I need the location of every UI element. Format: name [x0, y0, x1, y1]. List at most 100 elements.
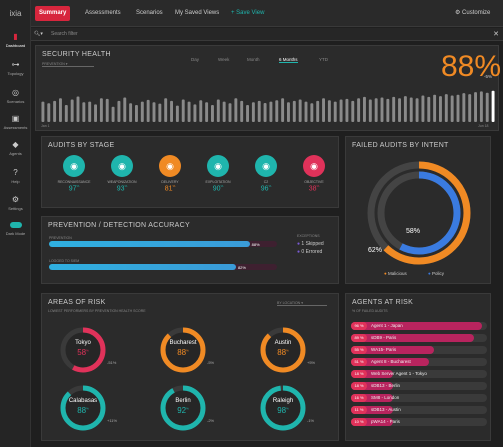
range-6-months[interactable]: 6 Months: [279, 57, 298, 63]
trend-bar: [94, 104, 97, 122]
siem-bar: [49, 264, 236, 270]
risk-gauge[interactable]: Bucharest 88% -5%: [149, 322, 233, 378]
location-dropdown[interactable]: BY LOCATION ▾: [277, 301, 327, 306]
health-score: 88%: [441, 50, 502, 83]
agent-row[interactable]: 55 % WA15- Paris: [351, 346, 487, 354]
agents-icon: ◆: [12, 140, 19, 149]
range-month[interactable]: Month: [247, 57, 260, 62]
health-filter-dropdown[interactable]: PREVENTION ▾: [42, 62, 94, 67]
trend-bar: [398, 98, 401, 122]
trend-bar: [140, 101, 144, 122]
security-health-panel: SECURITY HEALTH PREVENTION ▾ Day Week Mo…: [35, 45, 502, 131]
trend-bar: [275, 100, 279, 122]
agents-title: AGENTS AT RISK: [352, 299, 414, 306]
audit-stage[interactable]: ◉ EXPLOITATION 90%: [200, 155, 236, 192]
gauge-ring: [260, 327, 306, 373]
agent-row[interactable]: 10 % pWA14 - Paris: [351, 418, 487, 426]
agent-name: SM8 - London: [371, 395, 400, 400]
failed-audits-panel: FAILED AUDITS BY INTENT 58% 62% ● Malici…: [345, 136, 491, 284]
sidebar: ixia ▮ Dashboard ⊶ Topology ◎ Scenarios ▣ As…: [0, 0, 31, 447]
agent-pct-badge: 10 %: [351, 418, 367, 426]
range-ytd[interactable]: YTD: [319, 57, 328, 62]
stage-label: OBJECTIVE: [304, 180, 324, 184]
agent-track: [351, 394, 487, 402]
agent-row[interactable]: 96 % Agent 1 - Japan: [351, 322, 487, 330]
stage-value: 96%: [260, 184, 272, 193]
skipped-count: ● 1 Skipped: [297, 241, 324, 247]
trend-bar: [135, 105, 138, 122]
trend-bar: [234, 98, 238, 122]
trend-bar: [222, 101, 226, 122]
agent-track: [351, 370, 487, 378]
sidebar-item-scenarios[interactable]: ◎ Scenarios: [6, 88, 25, 104]
gauge-name: Calabasas: [68, 398, 98, 404]
trend-bar: [386, 98, 390, 122]
risk-gauge[interactable]: Berlin 92% -2%: [149, 380, 233, 436]
agent-pct-badge: 16 %: [351, 394, 367, 402]
agent-row[interactable]: 11 % sDB13 - Austin: [351, 406, 487, 414]
trend-bar: [444, 94, 448, 122]
trend-bar: [479, 91, 483, 122]
trend-bar: [47, 103, 51, 122]
agent-row[interactable]: 51 % Agent 8 - Bucharest: [351, 358, 487, 366]
sidebar-item-topology[interactable]: ⊶ Topology: [7, 60, 24, 76]
trend-bar: [70, 99, 74, 122]
stage-label: WEAPONIZATION: [107, 180, 137, 184]
search-input[interactable]: Search filter: [51, 31, 78, 37]
customize-button[interactable]: ⚙ Customize: [455, 10, 491, 16]
sidebar-item-help[interactable]: ? Help: [11, 168, 20, 184]
trend-bar: [327, 100, 331, 122]
agent-pct-badge: 11 %: [351, 406, 367, 414]
trend-bar: [316, 100, 320, 122]
agent-row[interactable]: 89 % sDB9 - Paris: [351, 334, 487, 342]
save-view-button[interactable]: + Save View: [231, 10, 265, 16]
stage-icon: ◉: [207, 155, 229, 177]
trend-bar: [111, 106, 115, 122]
trend-bar: [88, 101, 92, 122]
trend-bar: [363, 96, 366, 122]
agent-bar: [351, 334, 475, 342]
risk-gauge[interactable]: Austin 88% +5%: [249, 322, 333, 378]
agent-pct-badge: 51 %: [351, 358, 367, 366]
agent-row[interactable]: 18 % Web Server Agent 1 - Tokyo: [351, 370, 487, 378]
sidebar-item-dashboard[interactable]: ▮ Dashboard: [5, 32, 26, 48]
gauge-value: 58%: [77, 348, 89, 357]
sidebar-item-assessments[interactable]: ▣ Assessments: [3, 114, 28, 130]
audit-stage[interactable]: ◉ RECONNAISSANCE 97%: [56, 155, 92, 192]
close-icon[interactable]: ✕: [493, 31, 499, 38]
trend-bar: [450, 95, 454, 122]
tab-saved-views[interactable]: My Saved Views: [175, 10, 220, 16]
agent-row[interactable]: 18 % sDB13 - Berlin: [351, 382, 487, 390]
trend-bar: [403, 96, 407, 122]
trend-bar: [374, 98, 378, 122]
range-week[interactable]: Week: [218, 57, 230, 62]
health-trend-chart: [41, 90, 495, 122]
trend-bar: [462, 93, 466, 122]
range-day[interactable]: Day: [191, 57, 200, 62]
audit-stage[interactable]: ◉ WEAPONIZATION 93%: [104, 155, 140, 192]
gear-icon: ⚙: [11, 195, 20, 204]
tab-summary[interactable]: Summary: [35, 6, 71, 21]
tab-scenarios[interactable]: Scenarios: [136, 10, 163, 16]
trend-bar: [263, 102, 267, 122]
stage-value: 90%: [212, 184, 224, 193]
tab-assessments[interactable]: Assessments: [85, 10, 121, 16]
risk-gauge[interactable]: Raleigh 98% -1%: [249, 380, 333, 436]
agent-row[interactable]: 16 % SM8 - London: [351, 394, 487, 402]
trend-bar: [409, 97, 413, 122]
agent-pct-badge: 18 %: [351, 382, 367, 390]
audit-stage[interactable]: ◉ C2 96%: [248, 155, 284, 192]
risk-gauge[interactable]: Tokyo 58% -51%: [49, 322, 133, 378]
risk-gauge[interactable]: Calabasas 88% +11%: [49, 380, 133, 436]
audit-stage[interactable]: ◉ DELIVERY 81%: [152, 155, 188, 192]
agent-track: [351, 418, 487, 426]
sidebar-item-settings[interactable]: ⚙ Settings: [8, 195, 23, 211]
agent-track: [351, 382, 487, 390]
sidebar-item-agents[interactable]: ◆ Agents: [9, 140, 22, 156]
agent-bar: [351, 370, 393, 378]
sidebar-item-dark-mode[interactable]: Dark Mode: [0, 222, 31, 236]
gauge-delta: -1%: [307, 418, 315, 423]
exceptions-label: EXCEPTIONS: [297, 234, 320, 238]
audit-stage[interactable]: ◉ OBJECTIVE 38%: [296, 155, 332, 192]
agent-name: sDB9 - Paris: [371, 335, 397, 340]
